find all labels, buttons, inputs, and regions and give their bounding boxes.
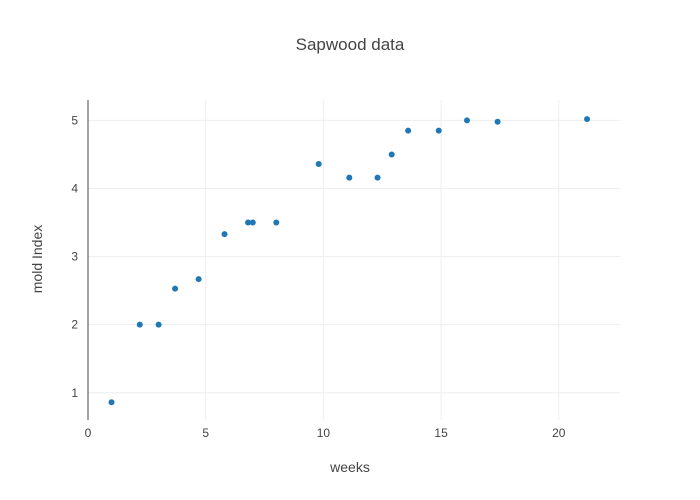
data-point xyxy=(108,399,115,406)
y-tick-label: 4 xyxy=(71,182,78,196)
data-point xyxy=(346,174,353,181)
x-tick-label: 5 xyxy=(202,426,209,440)
y-tick-label: 2 xyxy=(71,318,78,332)
chart-title: Sapwood data xyxy=(296,35,405,54)
x-tick-label: 10 xyxy=(317,426,331,440)
data-points xyxy=(108,116,591,406)
data-point xyxy=(195,276,202,283)
data-point xyxy=(405,127,412,134)
y-axis-title: mold Index xyxy=(29,225,45,293)
data-point xyxy=(136,321,143,328)
y-tick-label: 5 xyxy=(71,113,78,127)
data-point xyxy=(245,219,252,226)
data-point xyxy=(221,231,228,238)
data-point xyxy=(494,118,501,125)
data-point xyxy=(435,127,442,134)
tick-labels: 0 5 10 15 20 1 2 3 4 5 xyxy=(71,113,565,440)
y-tick-label: 1 xyxy=(71,386,78,400)
y-tick-label: 3 xyxy=(71,250,78,264)
data-point xyxy=(273,219,280,226)
data-point xyxy=(172,285,179,292)
x-axis-title: weeks xyxy=(329,459,370,475)
x-tick-label: 15 xyxy=(434,426,448,440)
data-point xyxy=(584,116,591,123)
x-tick-label: 0 xyxy=(85,426,92,440)
data-point xyxy=(374,174,381,181)
data-point xyxy=(249,219,256,226)
data-point xyxy=(388,151,395,158)
data-point xyxy=(315,161,322,167)
x-tick-label: 20 xyxy=(552,426,566,440)
data-point xyxy=(155,321,162,328)
data-point xyxy=(463,117,470,124)
gridlines xyxy=(87,100,620,420)
